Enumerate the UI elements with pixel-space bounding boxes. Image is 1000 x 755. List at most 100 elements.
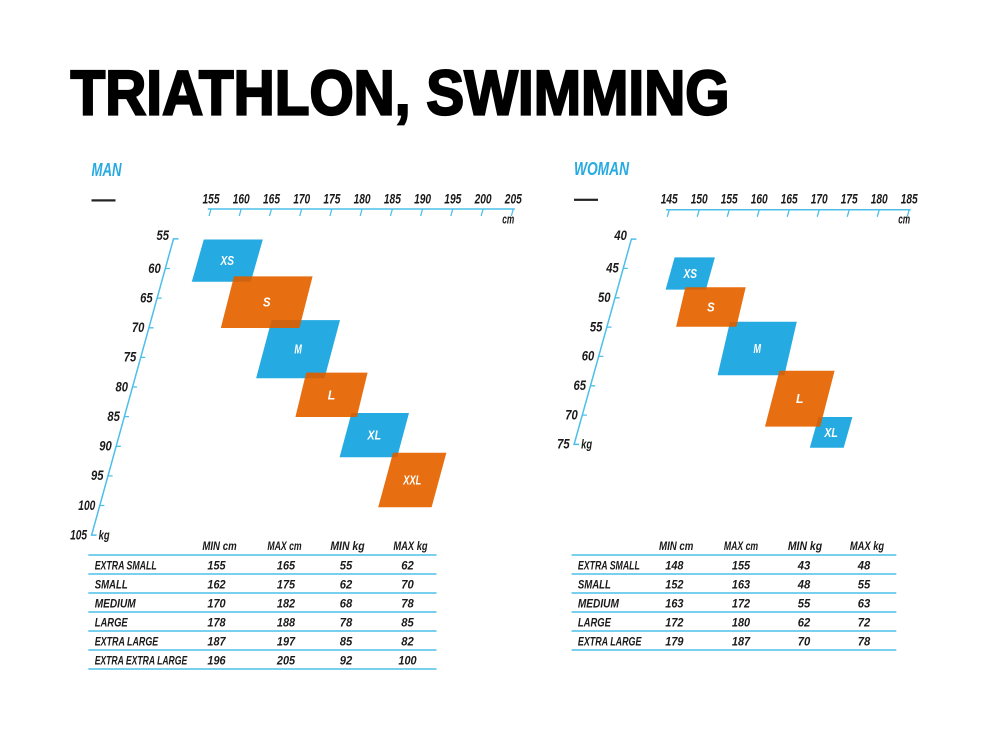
svg-text:60: 60 — [148, 260, 161, 276]
svg-text:55: 55 — [157, 227, 170, 243]
svg-text:EXTRA SMALL: EXTRA SMALL — [95, 558, 157, 572]
svg-text:MIN kg: MIN kg — [788, 539, 823, 553]
svg-text:185: 185 — [901, 191, 918, 207]
svg-text:XXL: XXL — [403, 473, 422, 488]
svg-text:187: 187 — [207, 634, 226, 648]
svg-text:163: 163 — [732, 577, 750, 591]
svg-text:MAN: MAN — [92, 159, 122, 180]
svg-text:165: 165 — [781, 191, 798, 207]
svg-text:160: 160 — [751, 191, 768, 207]
svg-text:70: 70 — [798, 634, 811, 648]
svg-text:MIN cm: MIN cm — [659, 539, 693, 553]
svg-text:85: 85 — [107, 408, 120, 424]
svg-text:LARGE: LARGE — [95, 615, 129, 629]
svg-text:EXTRA SMALL: EXTRA SMALL — [578, 558, 640, 572]
svg-text:72: 72 — [858, 615, 871, 629]
svg-text:187: 187 — [732, 634, 751, 648]
svg-text:80: 80 — [116, 378, 129, 394]
svg-text:155: 155 — [721, 191, 738, 207]
svg-text:kg: kg — [99, 528, 110, 542]
svg-text:SMALL: SMALL — [95, 577, 128, 591]
svg-text:175: 175 — [841, 191, 858, 207]
svg-text:197: 197 — [277, 634, 296, 648]
svg-text:MIN cm: MIN cm — [202, 539, 236, 553]
svg-text:180: 180 — [732, 615, 750, 629]
svg-text:145: 145 — [661, 191, 678, 207]
svg-text:155: 155 — [207, 558, 225, 572]
svg-text:188: 188 — [277, 615, 295, 629]
svg-text:105: 105 — [70, 526, 87, 542]
svg-text:43: 43 — [797, 558, 811, 572]
svg-text:150: 150 — [691, 191, 708, 207]
svg-text:78: 78 — [340, 615, 353, 629]
svg-text:70: 70 — [401, 577, 414, 591]
svg-text:EXTRA EXTRA LARGE: EXTRA EXTRA LARGE — [95, 653, 188, 667]
svg-text:163: 163 — [665, 596, 683, 610]
svg-text:148: 148 — [665, 558, 683, 572]
svg-text:205: 205 — [276, 653, 295, 667]
svg-text:180: 180 — [354, 191, 371, 207]
svg-text:MEDIUM: MEDIUM — [578, 596, 620, 610]
svg-text:45: 45 — [605, 260, 618, 276]
svg-text:MEDIUM: MEDIUM — [95, 596, 137, 610]
svg-text:L: L — [796, 391, 804, 406]
svg-text:EXTRA LARGE: EXTRA LARGE — [95, 634, 159, 648]
svg-text:75: 75 — [124, 349, 137, 365]
svg-text:40: 40 — [614, 227, 627, 243]
svg-text:48: 48 — [857, 558, 871, 572]
svg-text:205: 205 — [504, 191, 522, 207]
svg-text:185: 185 — [384, 191, 401, 207]
svg-text:55: 55 — [340, 558, 353, 572]
svg-text:MAX cm: MAX cm — [267, 539, 301, 553]
svg-text:S: S — [263, 295, 271, 310]
svg-text:TRIATHLON, SWIMMING: TRIATHLON, SWIMMING — [71, 59, 730, 129]
svg-text:SMALL: SMALL — [578, 577, 611, 591]
svg-text:63: 63 — [858, 596, 871, 610]
svg-text:50: 50 — [598, 289, 611, 305]
svg-text:62: 62 — [340, 577, 353, 591]
svg-text:170: 170 — [207, 596, 225, 610]
svg-text:XL: XL — [824, 425, 838, 440]
svg-text:200: 200 — [474, 191, 492, 207]
svg-text:100: 100 — [78, 497, 95, 513]
svg-text:190: 190 — [414, 191, 431, 207]
svg-text:182: 182 — [277, 596, 295, 610]
svg-text:155: 155 — [203, 191, 220, 207]
svg-text:60: 60 — [582, 348, 595, 364]
svg-text:70: 70 — [132, 319, 145, 335]
svg-text:162: 162 — [207, 577, 225, 591]
svg-text:90: 90 — [99, 438, 112, 454]
svg-text:55: 55 — [590, 318, 603, 334]
svg-text:78: 78 — [858, 634, 871, 648]
svg-text:62: 62 — [798, 615, 811, 629]
svg-text:MAX cm: MAX cm — [724, 539, 758, 553]
svg-text:152: 152 — [665, 577, 683, 591]
svg-text:175: 175 — [323, 191, 340, 207]
svg-text:55: 55 — [858, 577, 871, 591]
svg-text:kg: kg — [581, 438, 592, 452]
svg-text:XL: XL — [367, 428, 381, 443]
svg-text:170: 170 — [293, 191, 310, 207]
svg-text:172: 172 — [665, 615, 683, 629]
svg-text:75: 75 — [557, 436, 570, 452]
svg-text:65: 65 — [140, 289, 153, 305]
svg-text:170: 170 — [811, 191, 828, 207]
svg-text:180: 180 — [871, 191, 888, 207]
svg-text:165: 165 — [263, 191, 280, 207]
svg-text:XS: XS — [220, 253, 235, 268]
svg-text:65: 65 — [574, 377, 587, 393]
svg-text:172: 172 — [732, 596, 750, 610]
svg-text:155: 155 — [732, 558, 750, 572]
svg-text:M: M — [294, 342, 302, 357]
svg-text:M: M — [753, 341, 761, 356]
svg-text:MAX kg: MAX kg — [393, 539, 428, 553]
svg-text:160: 160 — [233, 191, 250, 207]
svg-text:MAX kg: MAX kg — [850, 539, 885, 553]
svg-text:L: L — [328, 387, 336, 402]
svg-text:cm: cm — [898, 213, 910, 227]
svg-text:55: 55 — [798, 596, 811, 610]
svg-text:LARGE: LARGE — [578, 615, 612, 629]
svg-text:48: 48 — [797, 577, 811, 591]
svg-text:78: 78 — [401, 596, 414, 610]
svg-text:cm: cm — [502, 213, 514, 227]
